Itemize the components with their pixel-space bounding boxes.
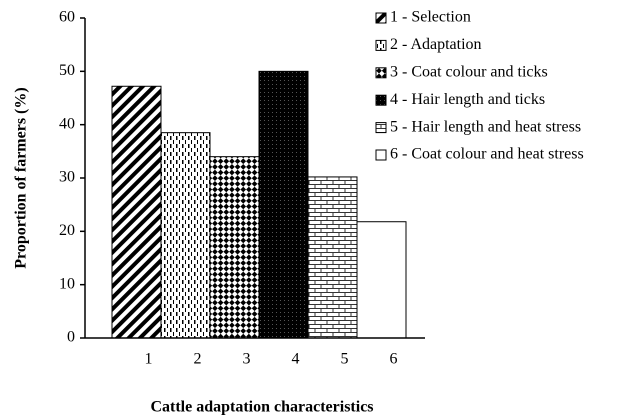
y-tick-label: 0: [67, 329, 75, 346]
legend-label: 4 - Hair length and ticks: [390, 91, 545, 108]
legend-swatch: [375, 39, 387, 51]
y-tick-label: 40: [59, 115, 75, 132]
legend-swatch: [375, 67, 387, 79]
legend-label: 3 - Coat colour and ticks: [390, 63, 548, 80]
legend-swatch: [375, 12, 387, 24]
x-tick-label: 3: [243, 351, 251, 368]
y-tick-label: 30: [59, 169, 75, 186]
bar: [307, 176, 358, 339]
y-tick-label: 20: [59, 222, 75, 239]
bar: [258, 70, 309, 339]
legend-swatch: [375, 122, 387, 134]
y-tick-label: 60: [59, 9, 75, 26]
y-tick-label: 10: [59, 275, 75, 292]
legend-label: 1 - Selection: [390, 9, 471, 26]
legend-swatch: [375, 94, 387, 106]
x-tick-label: 6: [390, 351, 398, 368]
legend-label: 5 - Hair length and heat stress: [390, 118, 581, 135]
x-axis-title: Cattle adaptation characteristics: [150, 399, 373, 416]
x-tick-label: 4: [292, 351, 300, 368]
x-tick-label: 5: [341, 351, 349, 368]
y-tick-label: 50: [59, 62, 75, 79]
bar: [209, 156, 260, 339]
y-axis-title: Proportion of farmers (%): [13, 87, 30, 268]
legend-label: 2 - Adaptation: [390, 36, 482, 53]
bar: [356, 221, 407, 339]
x-tick-label: 2: [194, 351, 202, 368]
bar: [160, 132, 211, 339]
legend-label: 6 - Coat colour and heat stress: [390, 146, 584, 163]
bar: [111, 85, 162, 339]
x-tick-label: 1: [145, 351, 153, 368]
legend-swatch: [375, 149, 387, 161]
